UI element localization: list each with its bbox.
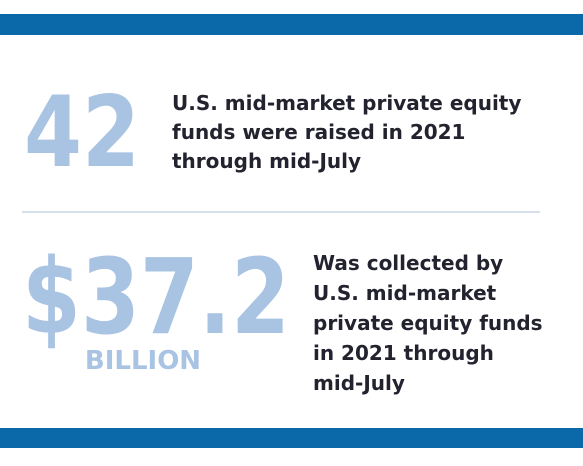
stat-description: through mid-July	[172, 149, 361, 173]
bottom-bar	[0, 428, 583, 448]
stat-value: $37.2	[22, 236, 290, 358]
stat-value: 42	[24, 76, 140, 190]
stat-description: private equity funds	[313, 311, 543, 335]
stat-description: mid-July	[313, 371, 405, 395]
stat-description: U.S. mid-market private equity	[172, 91, 521, 115]
stat-description: in 2021 through	[313, 341, 494, 365]
stat-description: Was collected by	[313, 251, 503, 275]
stat-description: U.S. mid-market	[313, 281, 497, 305]
stat-description: funds were raised in 2021	[172, 120, 465, 144]
top-bar	[0, 14, 583, 35]
stat-unit: BILLION	[85, 346, 201, 376]
